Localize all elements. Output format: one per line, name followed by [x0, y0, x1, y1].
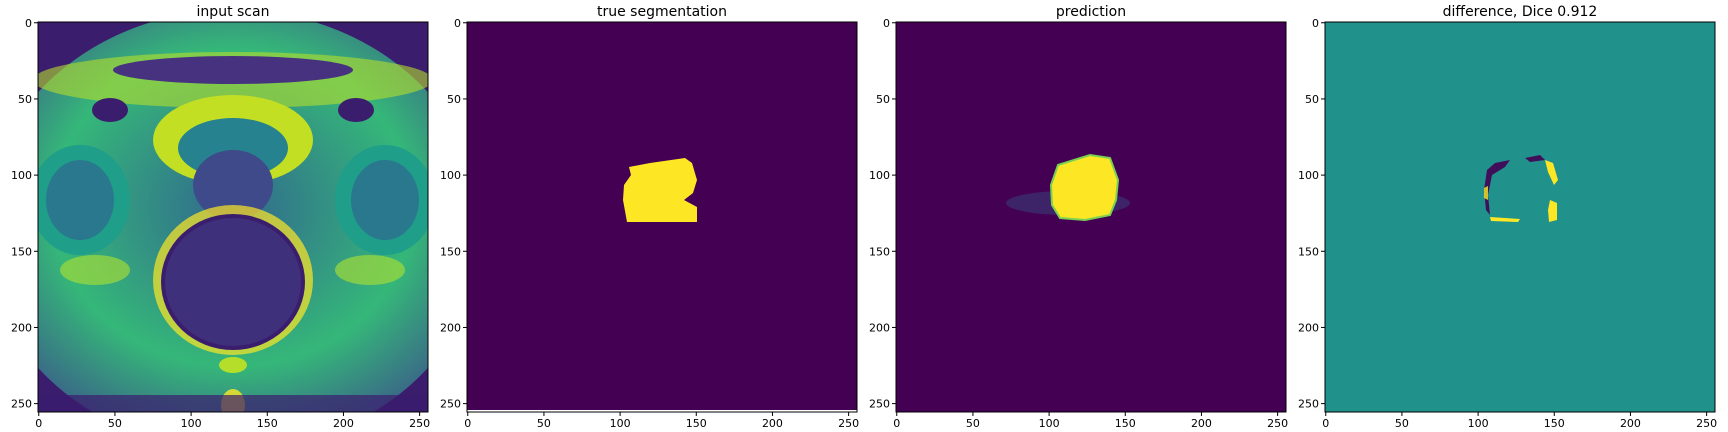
- panel-prediction: prediction: [896, 4, 1286, 412]
- axes-frame: [466, 21, 858, 413]
- x-tick-label: 250: [409, 417, 430, 430]
- y-tick-label: 50: [447, 93, 461, 106]
- x-tick-label: 250: [1267, 417, 1288, 430]
- panel-true-segmentation: true segmentation: [467, 4, 857, 412]
- x-tick-label: 50: [537, 417, 551, 430]
- mask-image: [467, 22, 857, 412]
- y-tick-label: 100: [1298, 169, 1319, 182]
- y-tick-label: 200: [440, 321, 461, 334]
- prediction-image: [896, 22, 1286, 412]
- axes-frame: [37, 21, 429, 413]
- x-tick-label: 200: [762, 417, 783, 430]
- difference-positive: [1484, 186, 1488, 200]
- difference-positive: [1548, 200, 1557, 222]
- y-tick-label: 250: [869, 398, 890, 411]
- x-tick-label: 50: [108, 417, 122, 430]
- x-tick-label: 0: [464, 417, 471, 430]
- x-tick-label: 200: [1191, 417, 1212, 430]
- y-tick-label: 0: [883, 17, 890, 30]
- y-tick-label: 200: [869, 321, 890, 334]
- panel-input-scan: input scan: [38, 4, 428, 412]
- difference-positive: [1490, 217, 1520, 222]
- y-tick-label: 50: [876, 93, 890, 106]
- true-mask-region: [623, 158, 697, 222]
- difference-negative: [1525, 155, 1545, 162]
- y-tick-label: 50: [1305, 93, 1319, 106]
- panel-title: input scan: [197, 4, 270, 20]
- y-tick-label: 100: [11, 169, 32, 182]
- y-tick-label: 0: [25, 17, 32, 30]
- x-tick-label: 0: [893, 417, 900, 430]
- y-tick-label: 100: [440, 169, 461, 182]
- x-tick-label: 0: [35, 417, 42, 430]
- x-tick-label: 250: [838, 417, 859, 430]
- axes-frame: [895, 21, 1287, 413]
- difference-negative: [1484, 160, 1510, 215]
- y-tick-label: 150: [440, 245, 461, 258]
- difference-image: [1325, 22, 1715, 412]
- x-tick-label: 150: [257, 417, 278, 430]
- scan-image: [38, 22, 428, 412]
- difference-positive: [1545, 160, 1558, 185]
- y-tick-label: 150: [1298, 245, 1319, 258]
- axes-frame: [1324, 21, 1716, 413]
- y-tick-label: 250: [1298, 398, 1319, 411]
- x-tick-label: 100: [1039, 417, 1060, 430]
- panel-difference: difference, Dice 0.912: [1325, 4, 1715, 412]
- y-tick-label: 150: [869, 245, 890, 258]
- y-tick-label: 100: [869, 169, 890, 182]
- x-tick-label: 200: [333, 417, 354, 430]
- y-tick-label: 250: [11, 398, 32, 411]
- x-tick-label: 250: [1696, 417, 1717, 430]
- panel-title: prediction: [1056, 4, 1126, 20]
- y-tick-label: 0: [1312, 17, 1319, 30]
- panel-title: true segmentation: [597, 4, 727, 20]
- x-tick-label: 100: [1468, 417, 1489, 430]
- predicted-mask-region: [1049, 153, 1120, 222]
- panel-title: difference, Dice 0.912: [1443, 4, 1598, 20]
- x-tick-label: 50: [966, 417, 980, 430]
- x-tick-label: 0: [1322, 417, 1329, 430]
- x-tick-label: 50: [1395, 417, 1409, 430]
- y-tick-label: 150: [11, 245, 32, 258]
- x-tick-label: 150: [686, 417, 707, 430]
- y-tick-label: 250: [440, 398, 461, 411]
- y-tick-label: 200: [11, 321, 32, 334]
- y-tick-label: 200: [1298, 321, 1319, 334]
- y-tick-label: 50: [18, 93, 32, 106]
- x-tick-label: 150: [1115, 417, 1136, 430]
- x-tick-label: 100: [181, 417, 202, 430]
- x-tick-label: 200: [1620, 417, 1641, 430]
- x-tick-label: 100: [610, 417, 631, 430]
- x-tick-label: 150: [1544, 417, 1565, 430]
- y-tick-label: 0: [454, 17, 461, 30]
